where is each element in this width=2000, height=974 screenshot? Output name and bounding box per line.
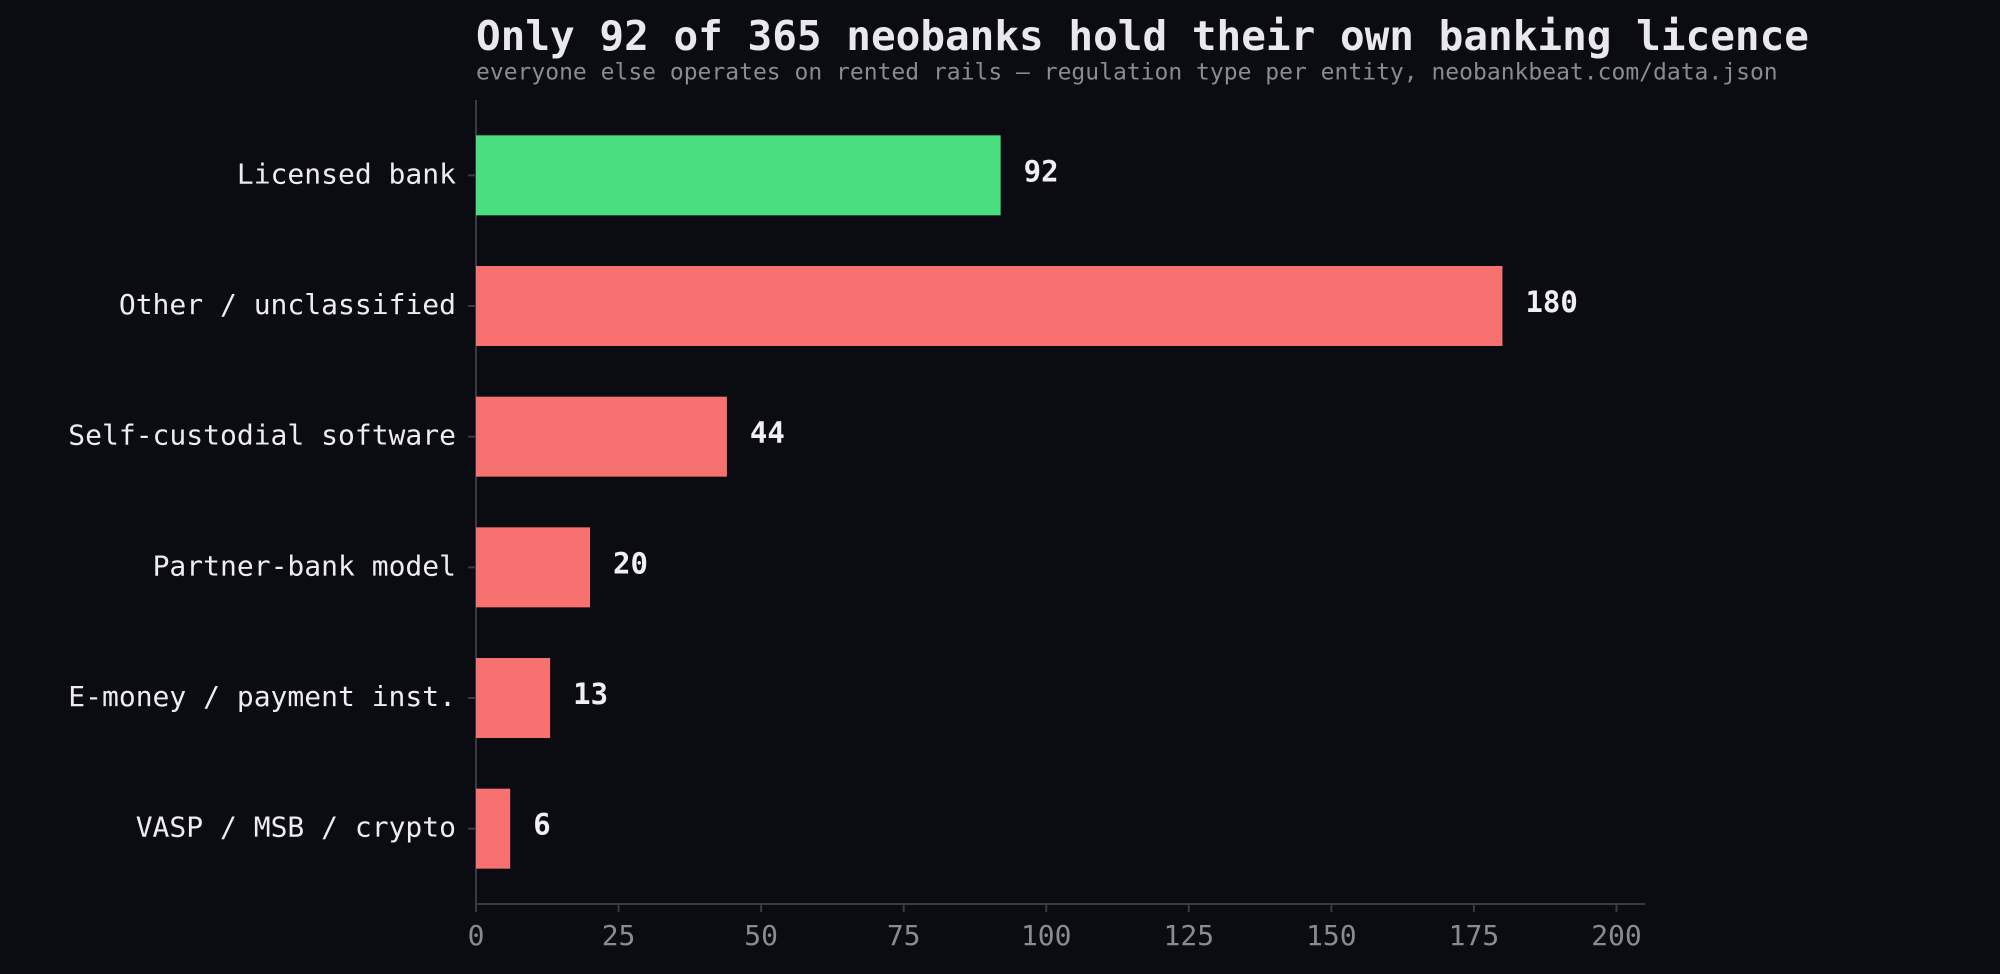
x-tick-label: 50 xyxy=(744,919,778,952)
bar xyxy=(476,266,1503,346)
y-tick-label: VASP / MSB / crypto xyxy=(136,811,456,844)
x-tick-label: 100 xyxy=(1021,919,1072,952)
value-label: 13 xyxy=(573,677,608,711)
value-label: 6 xyxy=(533,808,550,842)
x-tick-label: 175 xyxy=(1449,919,1500,952)
value-label: 20 xyxy=(613,546,648,580)
bar xyxy=(476,788,511,869)
y-tick-label: Self-custodial software xyxy=(68,419,456,452)
value-label: 44 xyxy=(750,416,785,450)
value-label: 92 xyxy=(1024,154,1059,188)
bar xyxy=(476,135,1001,216)
value-label: 180 xyxy=(1525,285,1577,319)
chart-title: Only 92 of 365 neobanks hold their own b… xyxy=(476,12,1809,60)
x-tick-label: 25 xyxy=(602,919,636,952)
bar xyxy=(476,658,551,738)
y-tick-label: Licensed bank xyxy=(237,157,456,190)
x-tick-label: 75 xyxy=(887,919,921,952)
x-tick-label: 125 xyxy=(1164,919,1215,952)
bar xyxy=(476,396,727,477)
x-tick-label: 200 xyxy=(1591,919,1642,952)
y-tick-label: E-money / payment inst. xyxy=(68,680,456,713)
y-tick-label: Other / unclassified xyxy=(119,288,456,321)
chart-subtitle: everyone else operates on rented rails —… xyxy=(476,60,1778,86)
bar xyxy=(476,527,591,608)
x-tick-label: 0 xyxy=(468,919,485,952)
x-tick-label: 150 xyxy=(1306,919,1357,952)
y-tick-label: Partner-bank model xyxy=(153,549,456,582)
